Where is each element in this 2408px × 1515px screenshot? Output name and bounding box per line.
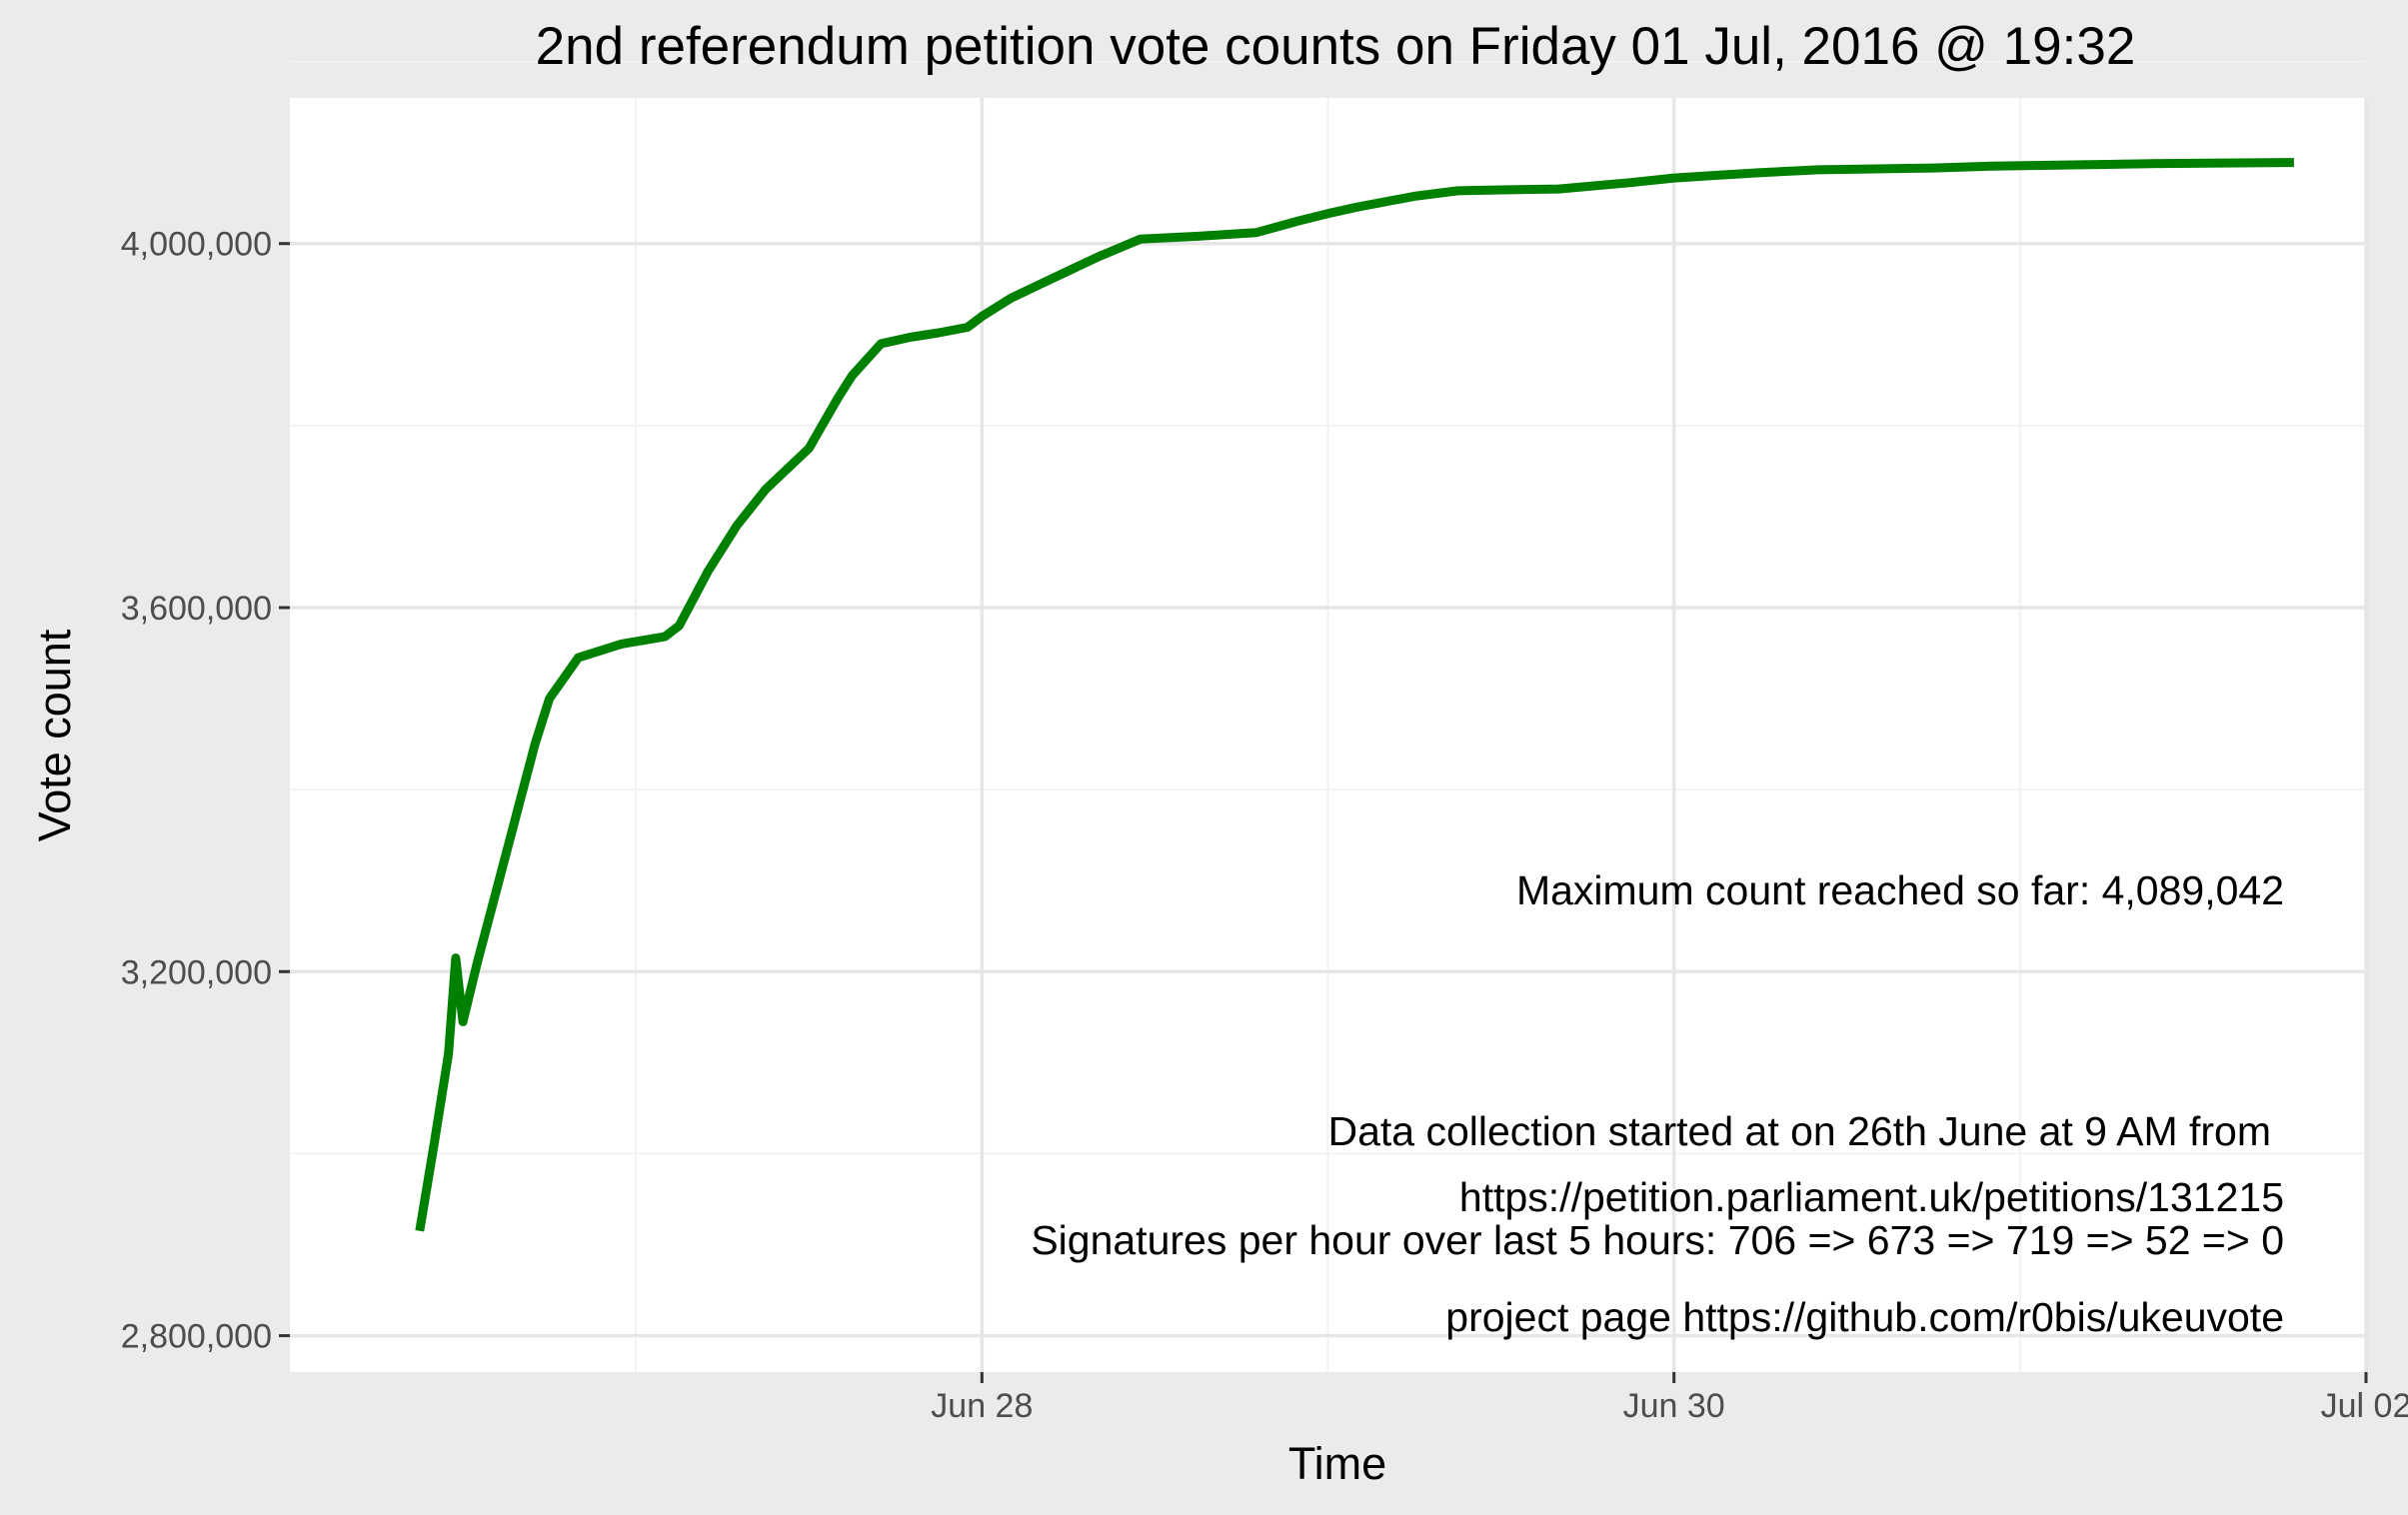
x-tick-label: Jul 02: [2321, 1387, 2408, 1425]
y-axis-label: Vote count: [29, 629, 80, 841]
grid-minor: [290, 60, 2366, 1372]
y-tick-label: 3,200,000: [121, 953, 272, 991]
project-page-annotation: project page https://github.com/r0bis/uk…: [1445, 1294, 2284, 1340]
vote-count-line: [415, 158, 2294, 1232]
petition-url-annotation: https://petition.parliament.uk/petitions…: [1459, 1174, 2284, 1220]
y-tick-label: 3,600,000: [121, 590, 272, 628]
max-count-annotation: Maximum count reached so far: 4,089,042: [1516, 867, 2284, 913]
x-tick-label: Jun 28: [931, 1387, 1033, 1425]
collection-start-annotation: Data collection started at on 26th June …: [1327, 1108, 2271, 1154]
chart-title: 2nd referendum petition vote counts on F…: [536, 17, 2136, 76]
x-axis-label: Time: [1288, 1438, 1386, 1489]
series-layer: [415, 158, 2294, 1232]
x-tick-label: Jun 30: [1623, 1387, 1725, 1425]
hourly-rate-annotation: Signatures per hour over last 5 hours: 7…: [1031, 1217, 2284, 1263]
axes: 2,800,000 3,200,000 3,600,000 4,000,000 Jun …: [121, 226, 2408, 1425]
grid-major: [290, 98, 2368, 1372]
y-tick-label: 4,000,000: [121, 226, 272, 264]
y-tick-label: 2,800,000: [121, 1318, 272, 1356]
